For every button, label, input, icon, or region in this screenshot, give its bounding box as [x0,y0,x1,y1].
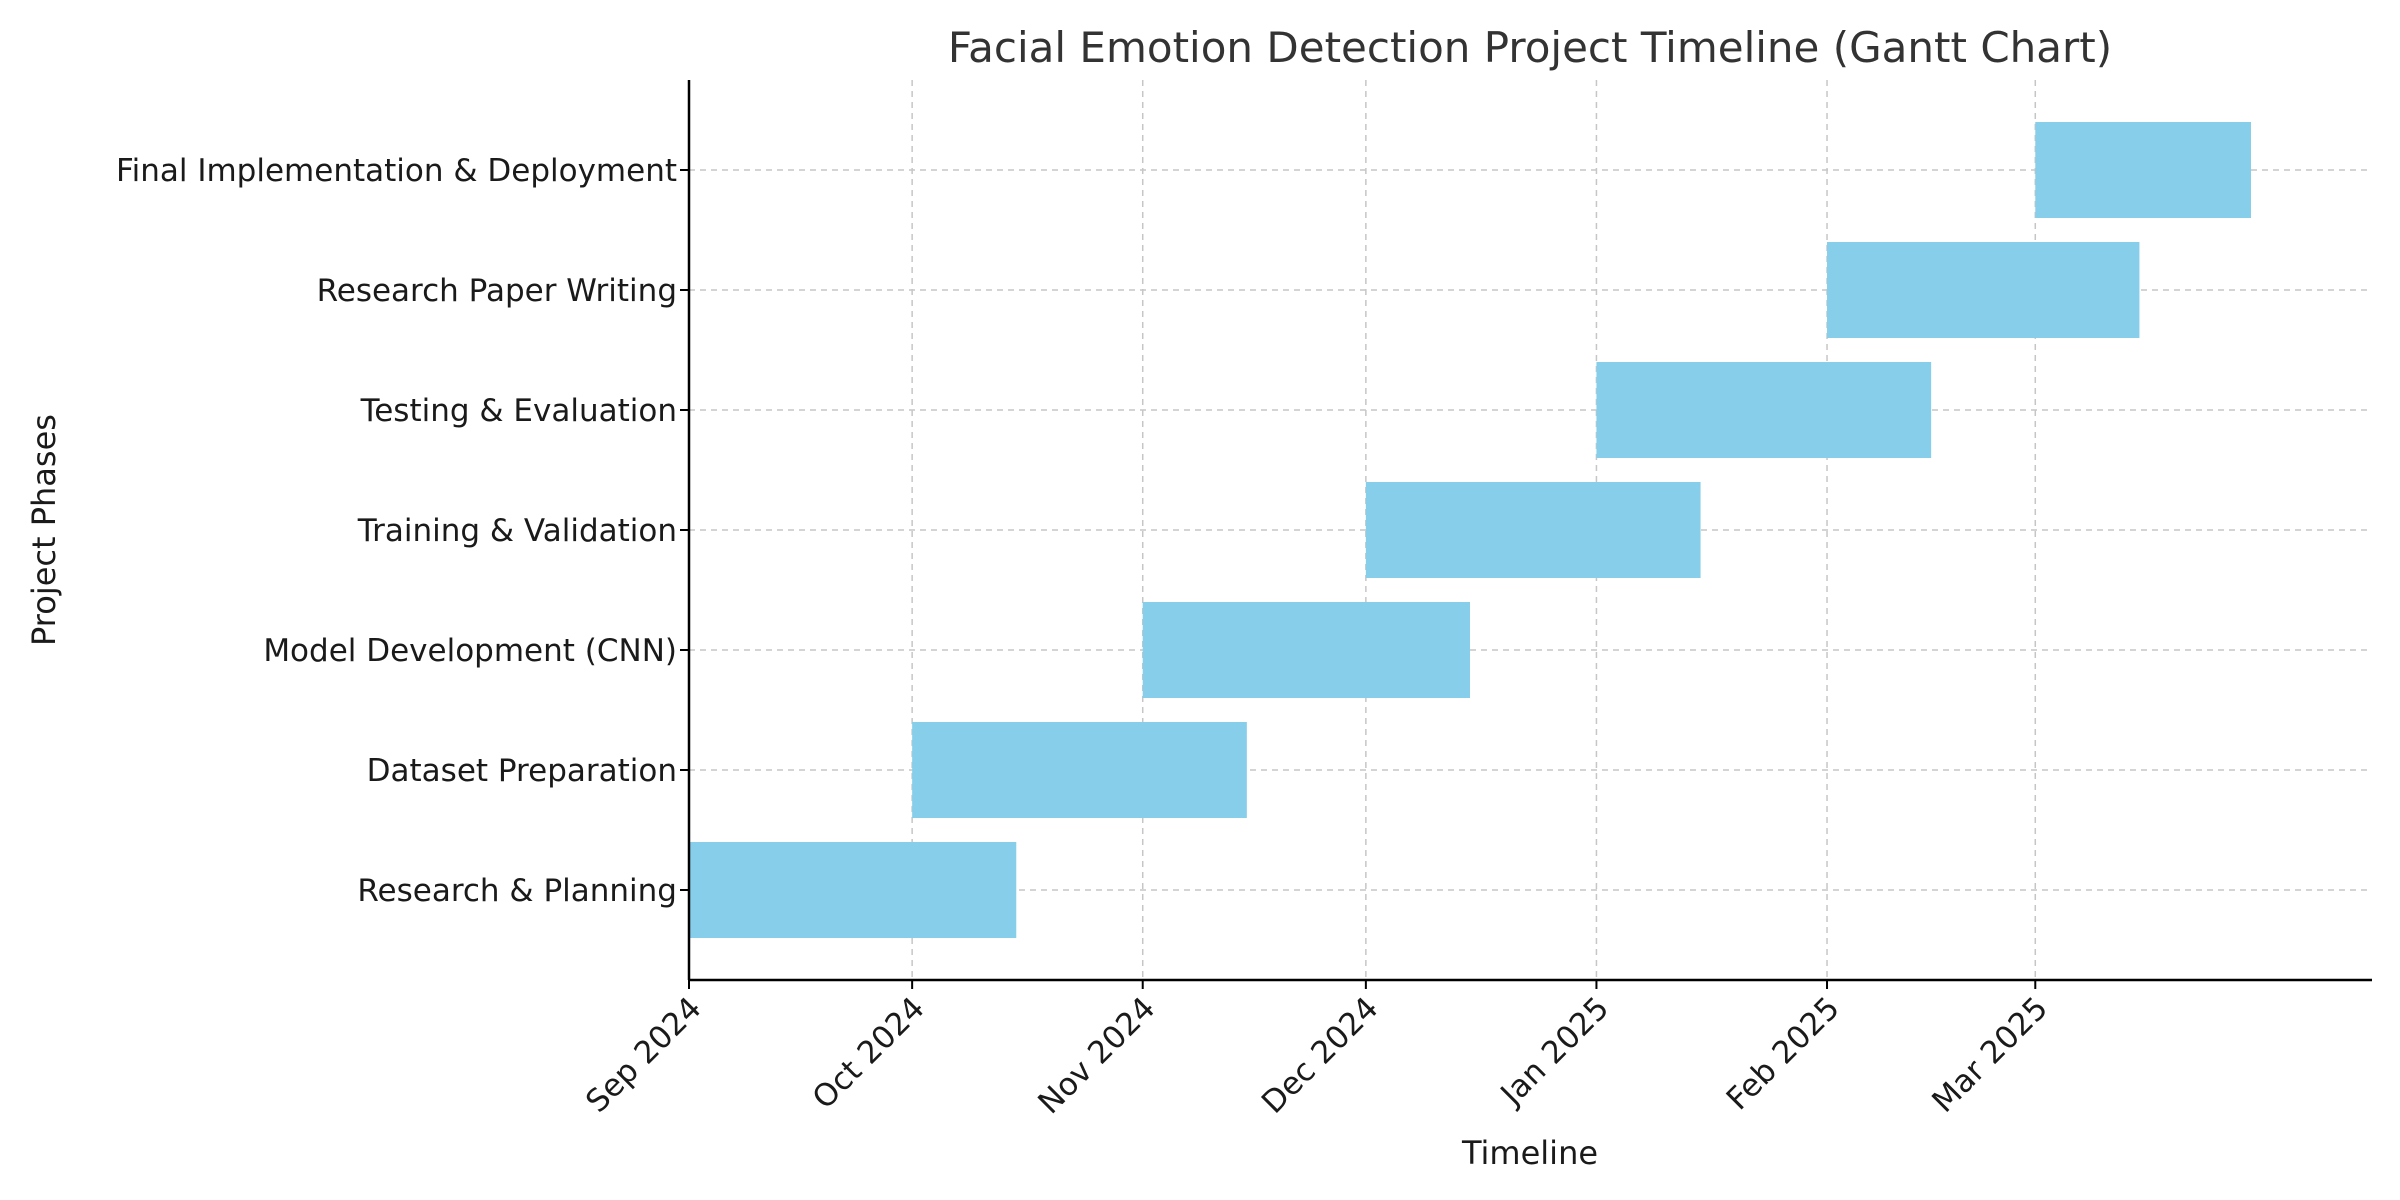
x-tick-label: Jan 2025 [1493,990,1616,1113]
y-tick-label: Dataset Preparation [367,753,677,789]
y-tick-label: Research Paper Writing [317,273,677,309]
y-axis-label: Project Phases [25,414,63,646]
x-tick-label: Sep 2024 [579,990,709,1120]
x-tick-label: Oct 2024 [806,990,932,1116]
task-bars [689,122,2251,938]
y-tick-label: Model Development (CNN) [263,633,677,669]
y-tick-label: Testing & Evaluation [360,393,677,429]
task-bar [1365,482,1701,578]
x-axis-label: Timeline [1461,1134,1598,1172]
y-tick-label: Training & Validation [357,513,677,549]
x-tick-labels: Sep 2024 Oct 2024 Nov 2024 Dec 2024 Jan 2025… [579,980,2055,1121]
x-tick-label: Dec 2024 [1255,990,1386,1121]
x-tick-label: Mar 2025 [1925,990,2055,1120]
task-bar [689,842,1017,938]
task-bar [1142,602,1470,698]
x-tick-label: Nov 2024 [1031,990,1162,1121]
y-tick-label: Research & Planning [357,873,677,909]
x-tick-label: Feb 2025 [1720,990,1847,1117]
y-tick-labels: Research & Planning Dataset Preparation Mo… [116,153,689,909]
task-bar [912,722,1247,818]
task-bar [1827,242,2140,338]
grid-lines [688,80,2370,980]
y-tick-label: Final Implementation & Deployment [116,153,677,189]
task-bar [2035,122,2251,218]
task-bar [1596,362,1932,458]
chart-title: Facial Emotion Detection Project Timelin… [948,23,2112,72]
